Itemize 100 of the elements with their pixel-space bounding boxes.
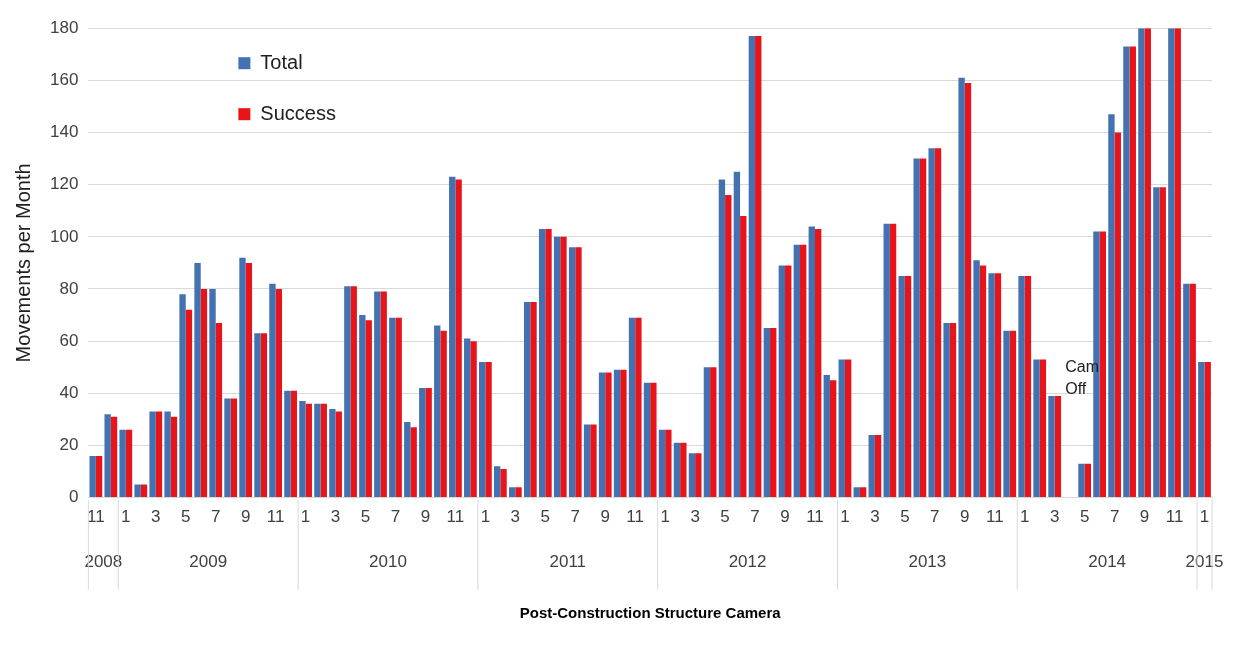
bar <box>140 484 148 498</box>
bar <box>613 369 621 498</box>
bar <box>200 288 208 498</box>
x-tick-label: 11 <box>806 507 824 527</box>
y-tick-label: 40 <box>59 382 79 402</box>
bar <box>254 333 261 498</box>
text: 2011 <box>549 552 587 572</box>
bar <box>425 388 432 498</box>
bar <box>523 302 531 498</box>
text: 2009 <box>189 552 228 572</box>
bar <box>230 398 238 498</box>
bar <box>359 315 366 498</box>
bar <box>605 372 612 498</box>
bar <box>260 333 268 498</box>
y-tick-label: 100 <box>49 226 79 246</box>
bar <box>344 286 351 498</box>
bar <box>1024 275 1032 498</box>
x-tick-label: 3 <box>690 507 700 527</box>
bar <box>695 453 702 498</box>
bar <box>485 362 492 498</box>
x-tick-label: 9 <box>780 507 790 527</box>
bar <box>284 390 291 498</box>
bar <box>538 229 546 498</box>
x-tick-label: 7 <box>1109 507 1120 527</box>
text: 2013 <box>908 552 947 572</box>
x-tick-label: 9 <box>420 507 431 527</box>
bar <box>149 411 156 498</box>
bar <box>838 359 845 498</box>
x-tick-label: 9 <box>1139 507 1150 527</box>
bar <box>553 236 561 498</box>
bar <box>725 195 732 498</box>
legend-label: Success <box>260 101 336 124</box>
bar <box>239 257 246 498</box>
bar <box>568 247 576 498</box>
bar <box>590 424 597 498</box>
bar <box>305 403 312 498</box>
bar <box>874 435 882 498</box>
bar <box>823 375 830 498</box>
bar <box>290 390 297 498</box>
x-tick-label: 5 <box>181 507 191 527</box>
bar <box>440 330 447 498</box>
bar <box>949 322 957 498</box>
bar <box>620 369 627 498</box>
bar <box>1198 362 1205 498</box>
bar <box>703 367 711 498</box>
bar <box>844 359 852 498</box>
bar <box>1033 359 1040 498</box>
bar <box>1084 463 1092 498</box>
x-tick-label: 3 <box>330 507 341 527</box>
bar <box>829 380 837 498</box>
bar <box>1174 28 1181 498</box>
bar <box>665 429 672 498</box>
bar <box>793 244 800 498</box>
x-tick-label: 3 <box>151 507 161 527</box>
x-tick-label: 5 <box>720 507 730 527</box>
x-tick-label: 1 <box>1019 507 1030 527</box>
bar <box>785 265 792 498</box>
bar <box>329 408 336 498</box>
bar <box>299 401 306 498</box>
bar <box>635 317 642 498</box>
bar <box>134 484 141 498</box>
text: Post-Construction Structure Camera <box>519 603 782 621</box>
x-tick-label: 7 <box>390 507 401 527</box>
bar <box>545 229 552 498</box>
bar <box>1099 231 1106 498</box>
bar <box>1153 187 1160 498</box>
bar <box>194 262 201 498</box>
x-tick-label: 1 <box>1199 507 1210 527</box>
bar <box>883 223 890 498</box>
bar <box>710 367 717 498</box>
bar <box>740 215 747 498</box>
legend-label: Total <box>260 50 303 73</box>
bar <box>1114 132 1121 498</box>
x-tick-label: 1 <box>480 507 491 527</box>
x-tick-label: 7 <box>750 507 760 527</box>
y-tick-label: 140 <box>49 122 79 142</box>
bar <box>1108 114 1115 498</box>
x-tick-label: 9 <box>600 507 610 527</box>
bar <box>224 398 231 498</box>
bar <box>748 36 756 498</box>
bar <box>419 388 426 498</box>
x-tick-label: 5 <box>1079 507 1090 527</box>
bar <box>583 424 591 498</box>
x-tick-label: 9 <box>960 507 970 527</box>
bar <box>410 427 417 498</box>
bar <box>434 325 441 498</box>
bar <box>763 328 771 498</box>
x-tick-label: 11 <box>446 507 465 527</box>
bar <box>125 429 133 498</box>
bar <box>119 429 126 498</box>
text: 2010 <box>369 552 407 572</box>
x-tick-label: 7 <box>570 507 581 527</box>
bar <box>770 328 777 498</box>
bar <box>853 487 860 498</box>
bar <box>314 403 321 498</box>
bar <box>598 372 606 498</box>
bar <box>979 265 987 498</box>
bar <box>470 341 477 498</box>
bar <box>494 466 501 498</box>
bar <box>889 223 897 498</box>
